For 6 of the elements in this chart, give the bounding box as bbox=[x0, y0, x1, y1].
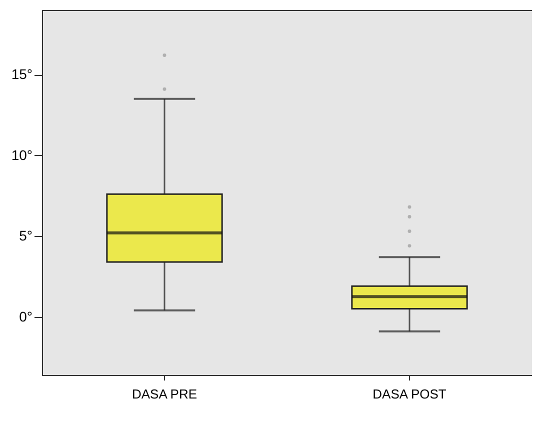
y-tick-label: 0° bbox=[19, 308, 32, 324]
y-tick-label: 15° bbox=[11, 66, 32, 82]
x-tick-label: DASA POST bbox=[372, 386, 446, 402]
x-tick-label: DASA PRE bbox=[132, 386, 198, 402]
y-tick-label: 10° bbox=[11, 146, 32, 163]
y-tick-label: 5° bbox=[19, 228, 32, 244]
